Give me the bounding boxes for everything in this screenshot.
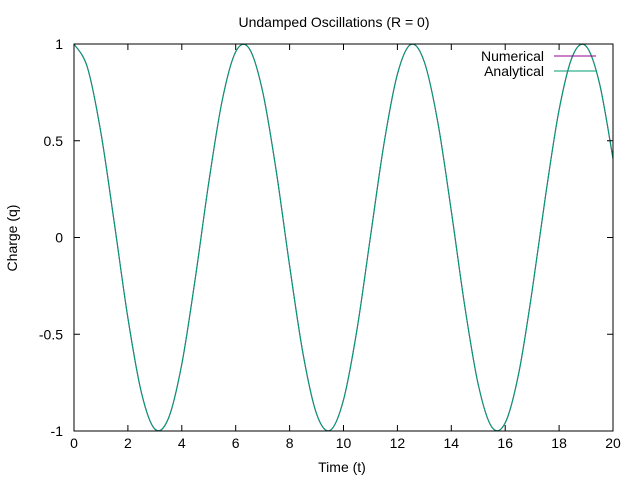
x-tick-label: 4 <box>178 435 186 451</box>
series-line-analytical <box>73 43 614 432</box>
x-tick-label: 16 <box>497 435 513 451</box>
x-tick-label: 18 <box>551 435 567 451</box>
x-tick-label: 0 <box>70 435 78 451</box>
y-axis: -1 -0.5 0 0.5 1 <box>39 36 613 439</box>
x-tick-label: 6 <box>232 435 240 451</box>
x-tick-label: 12 <box>390 435 406 451</box>
y-tick-label: 0.5 <box>44 133 64 149</box>
x-axis: 0 2 4 6 8 10 12 14 16 18 20 <box>70 44 621 451</box>
y-tick-label: 1 <box>55 36 63 52</box>
legend-label-analytical: Analytical <box>484 63 544 79</box>
x-tick-label: 2 <box>124 435 132 451</box>
y-axis-label: Charge (q) <box>4 205 20 272</box>
chart-title: Undamped Oscillations (R = 0) <box>238 14 429 30</box>
y-tick-label: -1 <box>51 423 64 439</box>
x-axis-label: Time (t) <box>318 459 366 475</box>
x-tick-label: 8 <box>286 435 294 451</box>
x-tick-label: 20 <box>605 435 621 451</box>
legend-label-numerical: Numerical <box>481 48 544 64</box>
y-tick-label: 0 <box>55 230 63 246</box>
series-layer <box>73 43 614 432</box>
x-tick-label: 14 <box>444 435 460 451</box>
x-tick-label: 10 <box>336 435 352 451</box>
y-tick-label: -0.5 <box>39 326 63 342</box>
